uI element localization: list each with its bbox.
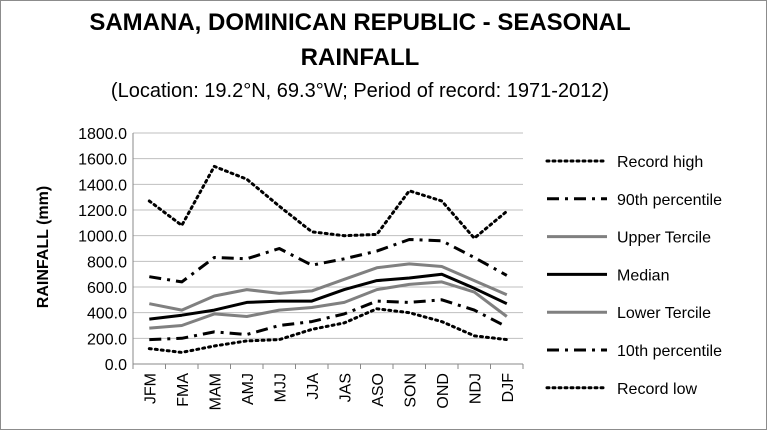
series-line-10th-percentile bbox=[149, 298, 508, 342]
legend-label: 10th percentile bbox=[617, 343, 722, 360]
y-tick-label: 400.0 bbox=[87, 306, 127, 323]
series-line-upper-tercile bbox=[149, 262, 508, 312]
legend-label: Upper Tercile bbox=[617, 230, 711, 247]
x-tick-label: SON bbox=[402, 373, 419, 408]
x-tick-label: FMA bbox=[175, 373, 192, 407]
chart-title-line2: RAINFALL bbox=[300, 44, 420, 71]
y-tick-label: 600.0 bbox=[87, 280, 127, 297]
legend-label: Record low bbox=[617, 381, 697, 398]
y-tick-label: 0.0 bbox=[105, 357, 127, 374]
legend-label: 90th percentile bbox=[617, 192, 722, 209]
series-line-record-low bbox=[147, 307, 509, 354]
y-tick-label: 200.0 bbox=[87, 331, 127, 348]
legend-label: Lower Tercile bbox=[617, 305, 711, 322]
y-tick-label: 1800.0 bbox=[78, 126, 127, 143]
chart-subtitle: (Location: 19.2°N, 69.3°W; Period of rec… bbox=[110, 80, 610, 102]
legend-label: Median bbox=[617, 267, 669, 284]
series-line-record-high bbox=[147, 164, 509, 240]
y-axis-label: RAINFALL (mm) bbox=[35, 186, 52, 308]
x-tick-label: DJF bbox=[500, 373, 517, 403]
x-tick-label: JFM bbox=[142, 373, 159, 404]
x-tick-label: AMJ bbox=[240, 373, 257, 405]
y-tick-label: 1400.0 bbox=[78, 177, 127, 194]
series-line-90th-percentile bbox=[149, 238, 508, 284]
x-tick-label: MAM bbox=[207, 373, 224, 410]
y-tick-label: 1200.0 bbox=[78, 203, 127, 220]
x-tick-label: ASO bbox=[370, 373, 387, 407]
y-tick-label: 800.0 bbox=[87, 254, 127, 271]
x-tick-label: OND bbox=[435, 373, 452, 409]
y-tick-label: 1000.0 bbox=[78, 229, 127, 246]
series-line-lower-tercile bbox=[149, 280, 508, 330]
x-tick-label: MJJ bbox=[272, 373, 289, 402]
y-tick-label: 1600.0 bbox=[78, 152, 127, 169]
x-tick-label: JJA bbox=[305, 373, 322, 400]
chart-title-line1: SAMANA, DOMINICAN REPUBLIC - SEASONAL bbox=[89, 9, 631, 36]
x-tick-label: NDJ bbox=[467, 373, 484, 404]
series-line-median bbox=[149, 272, 508, 321]
x-tick-label: JAS bbox=[337, 373, 354, 402]
legend-label: Record high bbox=[617, 154, 703, 171]
